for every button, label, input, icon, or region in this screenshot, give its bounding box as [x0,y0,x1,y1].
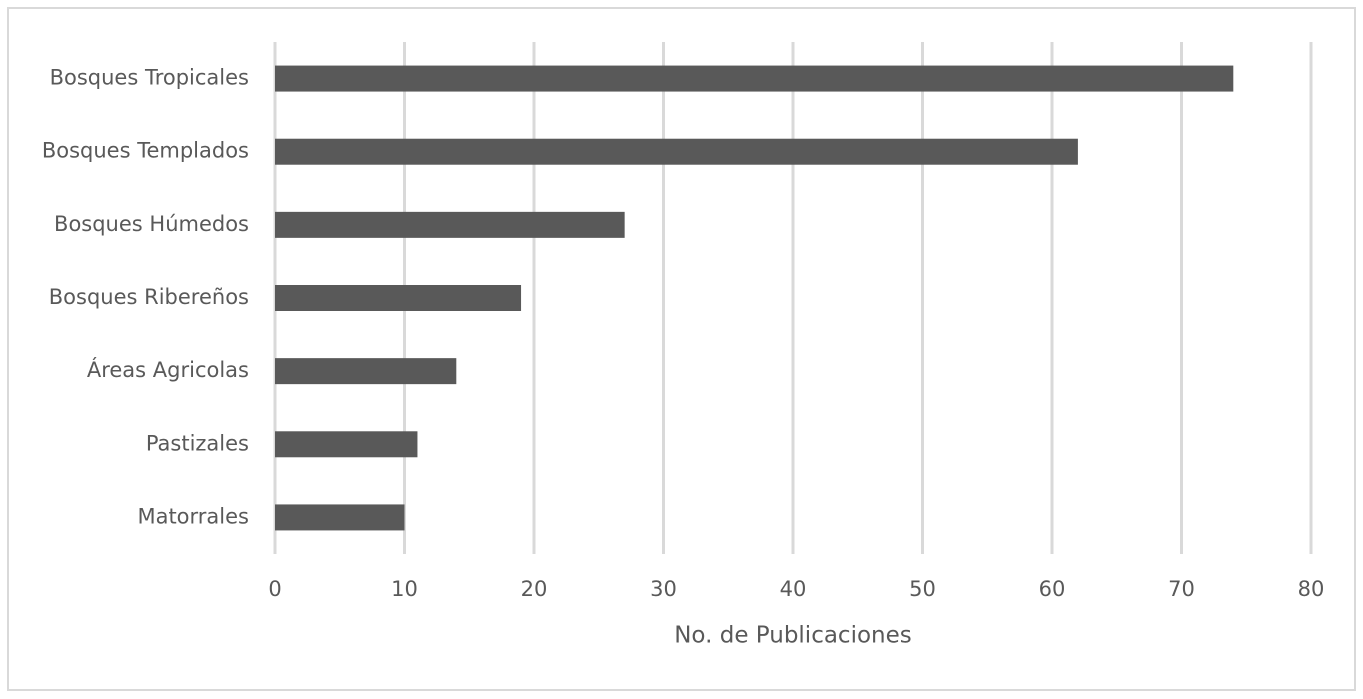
y-tick-label: Bosques Húmedos [54,212,249,236]
x-tick-label: 0 [268,577,281,601]
y-tick-label: Bosques Ribereños [49,285,249,309]
chart-border [7,7,1356,691]
x-tick-label: 70 [1168,577,1195,601]
x-tick-label: 20 [521,577,548,601]
bar [275,138,1078,165]
bar [275,504,405,531]
y-tick-label: Matorrales [137,504,249,528]
bar [275,211,625,238]
bar [275,358,457,385]
bar [275,285,522,311]
x-tick-label: 80 [1298,577,1325,601]
y-tick-label: Áreas Agricolas [87,357,249,382]
x-tick-label: 60 [1039,577,1066,601]
x-axis-label: No. de Publicaciones [674,623,912,649]
bar [275,65,1234,92]
x-tick-label: 30 [650,577,677,601]
bar [275,431,418,458]
y-tick-label: Bosques Tropicales [50,66,249,90]
x-tick-label: 10 [391,577,418,601]
y-tick-label: Bosques Templados [42,139,249,163]
x-tick-label: 50 [909,577,936,601]
y-tick-label: Pastizales [146,431,249,455]
x-tick-label: 40 [780,577,807,601]
